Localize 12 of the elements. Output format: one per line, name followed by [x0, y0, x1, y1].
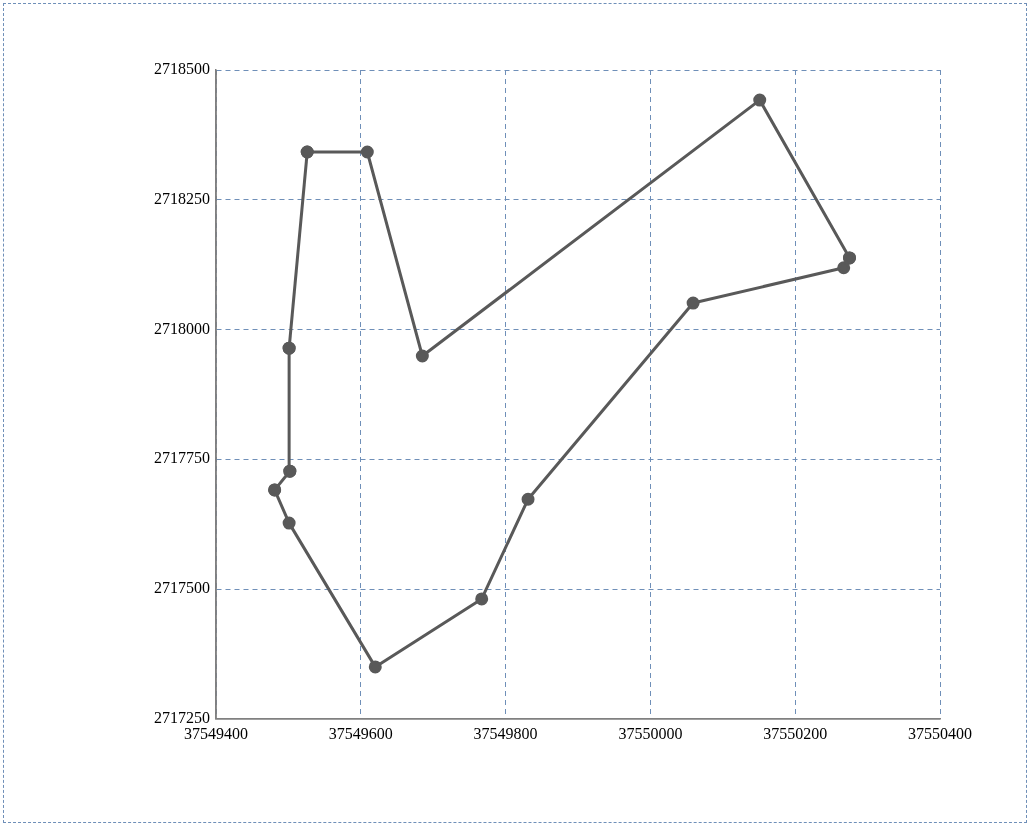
x-tick-label: 37550200 — [763, 724, 828, 742]
x-tick-label: 37549400 — [184, 724, 248, 742]
y-tick-label: 2717750 — [154, 449, 210, 467]
y-tick-label: 2717250 — [154, 709, 210, 726]
y-tick-label: 2718250 — [154, 189, 210, 207]
y-tick-label: 2718500 — [154, 60, 210, 78]
x-tick-label: 37550400 — [908, 724, 972, 742]
x-tick-label: 37549800 — [473, 724, 538, 742]
x-tick-label: 37549600 — [328, 724, 393, 742]
x-tick-label: 37550000 — [618, 724, 683, 742]
y-tick-label: 2717500 — [154, 579, 210, 597]
y-tick-label: 2718000 — [154, 319, 210, 337]
